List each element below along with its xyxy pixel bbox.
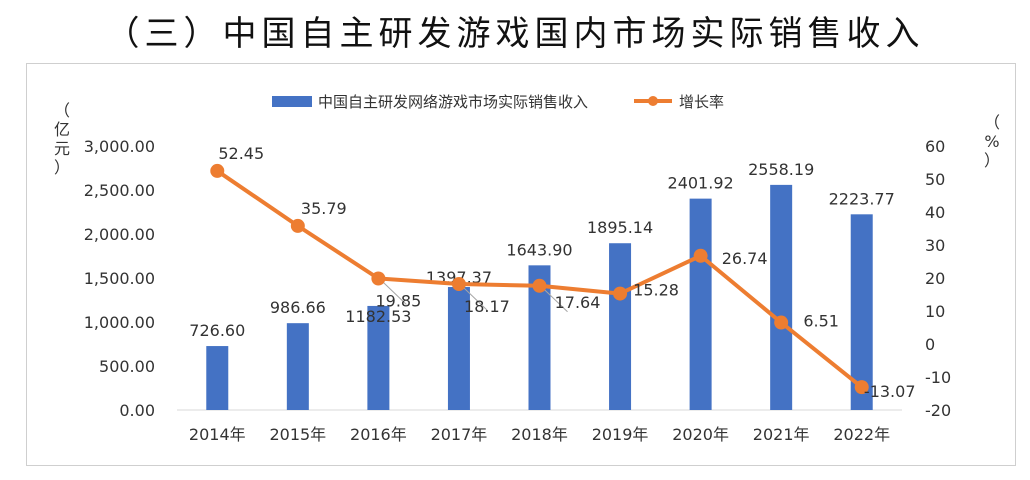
y-left-tick-label: 2,000.00 bbox=[84, 225, 155, 244]
x-tick-label: 2018年 bbox=[511, 425, 568, 444]
y-left-tick-label: 1,500.00 bbox=[84, 269, 155, 288]
page-heading: （三）中国自主研发游戏国内市场实际销售收入 bbox=[105, 14, 925, 54]
y-right-tick-label: 60 bbox=[925, 137, 945, 156]
x-tick-label: 2017年 bbox=[431, 425, 488, 444]
y-left-tick-label: 500.00 bbox=[99, 357, 155, 376]
y-right-tick-label: 50 bbox=[925, 170, 945, 189]
growth-value-label: 52.45 bbox=[218, 144, 264, 163]
y-left-tick-label: 2,500.00 bbox=[84, 181, 155, 200]
growth-marker bbox=[290, 218, 305, 233]
label-leader-line bbox=[543, 288, 568, 313]
growth-marker bbox=[371, 271, 386, 286]
bar bbox=[206, 346, 229, 410]
x-tick-label: 2019年 bbox=[592, 425, 649, 444]
combo-chart: 中国自主研发网络游戏市场实际销售收入 增长率（亿元）（%）0.00500.001,… bbox=[54, 93, 1000, 444]
bar-value-label: 2223.77 bbox=[829, 189, 895, 208]
growth-marker bbox=[693, 248, 708, 263]
x-tick-label: 2022年 bbox=[833, 425, 890, 444]
legend-line-marker bbox=[648, 96, 658, 106]
y-right-tick-label: 40 bbox=[925, 203, 945, 222]
legend-line-label: 增长率 bbox=[679, 93, 724, 111]
growth-marker bbox=[532, 278, 547, 293]
bar bbox=[850, 214, 873, 410]
growth-value-label: 26.74 bbox=[722, 249, 768, 268]
y-right-title-char: % bbox=[984, 132, 999, 151]
y-left-tick-label: 3,000.00 bbox=[84, 137, 155, 156]
y-right-title-char: ） bbox=[984, 151, 1000, 170]
chart-frame: 中国自主研发网络游戏市场实际销售收入 增长率（亿元）（%） 0.00 500.00 1,… bbox=[26, 63, 1016, 466]
growth-value-label: 35.79 bbox=[301, 199, 347, 218]
growth-marker bbox=[613, 286, 628, 301]
growth-value-label: 18.17 bbox=[464, 297, 510, 316]
growth-marker bbox=[774, 315, 789, 330]
label-leader-line bbox=[382, 281, 407, 305]
y-right-title-char: （ bbox=[984, 113, 1000, 132]
y-right-tick-label: -10 bbox=[925, 368, 951, 387]
bar-value-label: 726.60 bbox=[189, 321, 245, 340]
bar bbox=[770, 184, 793, 410]
y-left-title-char: 元 bbox=[54, 139, 70, 158]
growth-value-label: 6.51 bbox=[803, 312, 839, 331]
bar bbox=[286, 323, 309, 410]
bar-value-label: 986.66 bbox=[270, 298, 326, 317]
y-right-tick-label: 0 bbox=[925, 335, 935, 354]
x-tick-label: 2014年 bbox=[189, 425, 246, 444]
y-left-title-char: 亿 bbox=[54, 120, 70, 139]
x-tick-label: 2020年 bbox=[672, 425, 729, 444]
x-tick-label: 2021年 bbox=[753, 425, 810, 444]
y-left-tick-label: 1,000.00 bbox=[84, 313, 155, 332]
bar bbox=[447, 287, 470, 410]
y-right-tick-label: 30 bbox=[925, 236, 945, 255]
bar bbox=[609, 243, 632, 410]
growth-marker bbox=[451, 277, 466, 292]
y-right-tick-label: 20 bbox=[925, 269, 945, 288]
growth-value-label: 15.28 bbox=[633, 281, 679, 300]
bar-value-label: 1182.53 bbox=[345, 307, 411, 326]
bar-value-label: 1643.90 bbox=[506, 240, 572, 259]
x-tick-label: 2016年 bbox=[350, 425, 407, 444]
x-tick-label: 2015年 bbox=[269, 425, 326, 444]
bar-value-label: 2558.19 bbox=[748, 160, 814, 179]
growth-marker bbox=[854, 380, 869, 395]
growth-marker bbox=[210, 163, 225, 178]
y-left-title-char: ） bbox=[54, 158, 70, 177]
label-leader-line bbox=[462, 286, 488, 311]
growth-value-label: -13.07 bbox=[864, 382, 916, 401]
growth-value-label: 19.85 bbox=[375, 291, 421, 310]
bar-value-label: 1895.14 bbox=[587, 218, 653, 237]
y-right-tick-label: -20 bbox=[925, 401, 951, 420]
y-right-tick-label: 10 bbox=[925, 302, 945, 321]
bar-value-label: 2401.92 bbox=[668, 174, 734, 193]
y-left-tick-label: 0.00 bbox=[119, 401, 155, 420]
legend-bar-swatch bbox=[272, 96, 312, 107]
bar bbox=[689, 198, 712, 410]
bar bbox=[528, 265, 551, 410]
bar bbox=[367, 305, 390, 410]
y-left-title-char: （ bbox=[54, 101, 70, 120]
growth-value-label: 17.64 bbox=[555, 293, 601, 312]
legend-bar-label: 中国自主研发网络游戏市场实际销售收入 bbox=[318, 93, 588, 111]
